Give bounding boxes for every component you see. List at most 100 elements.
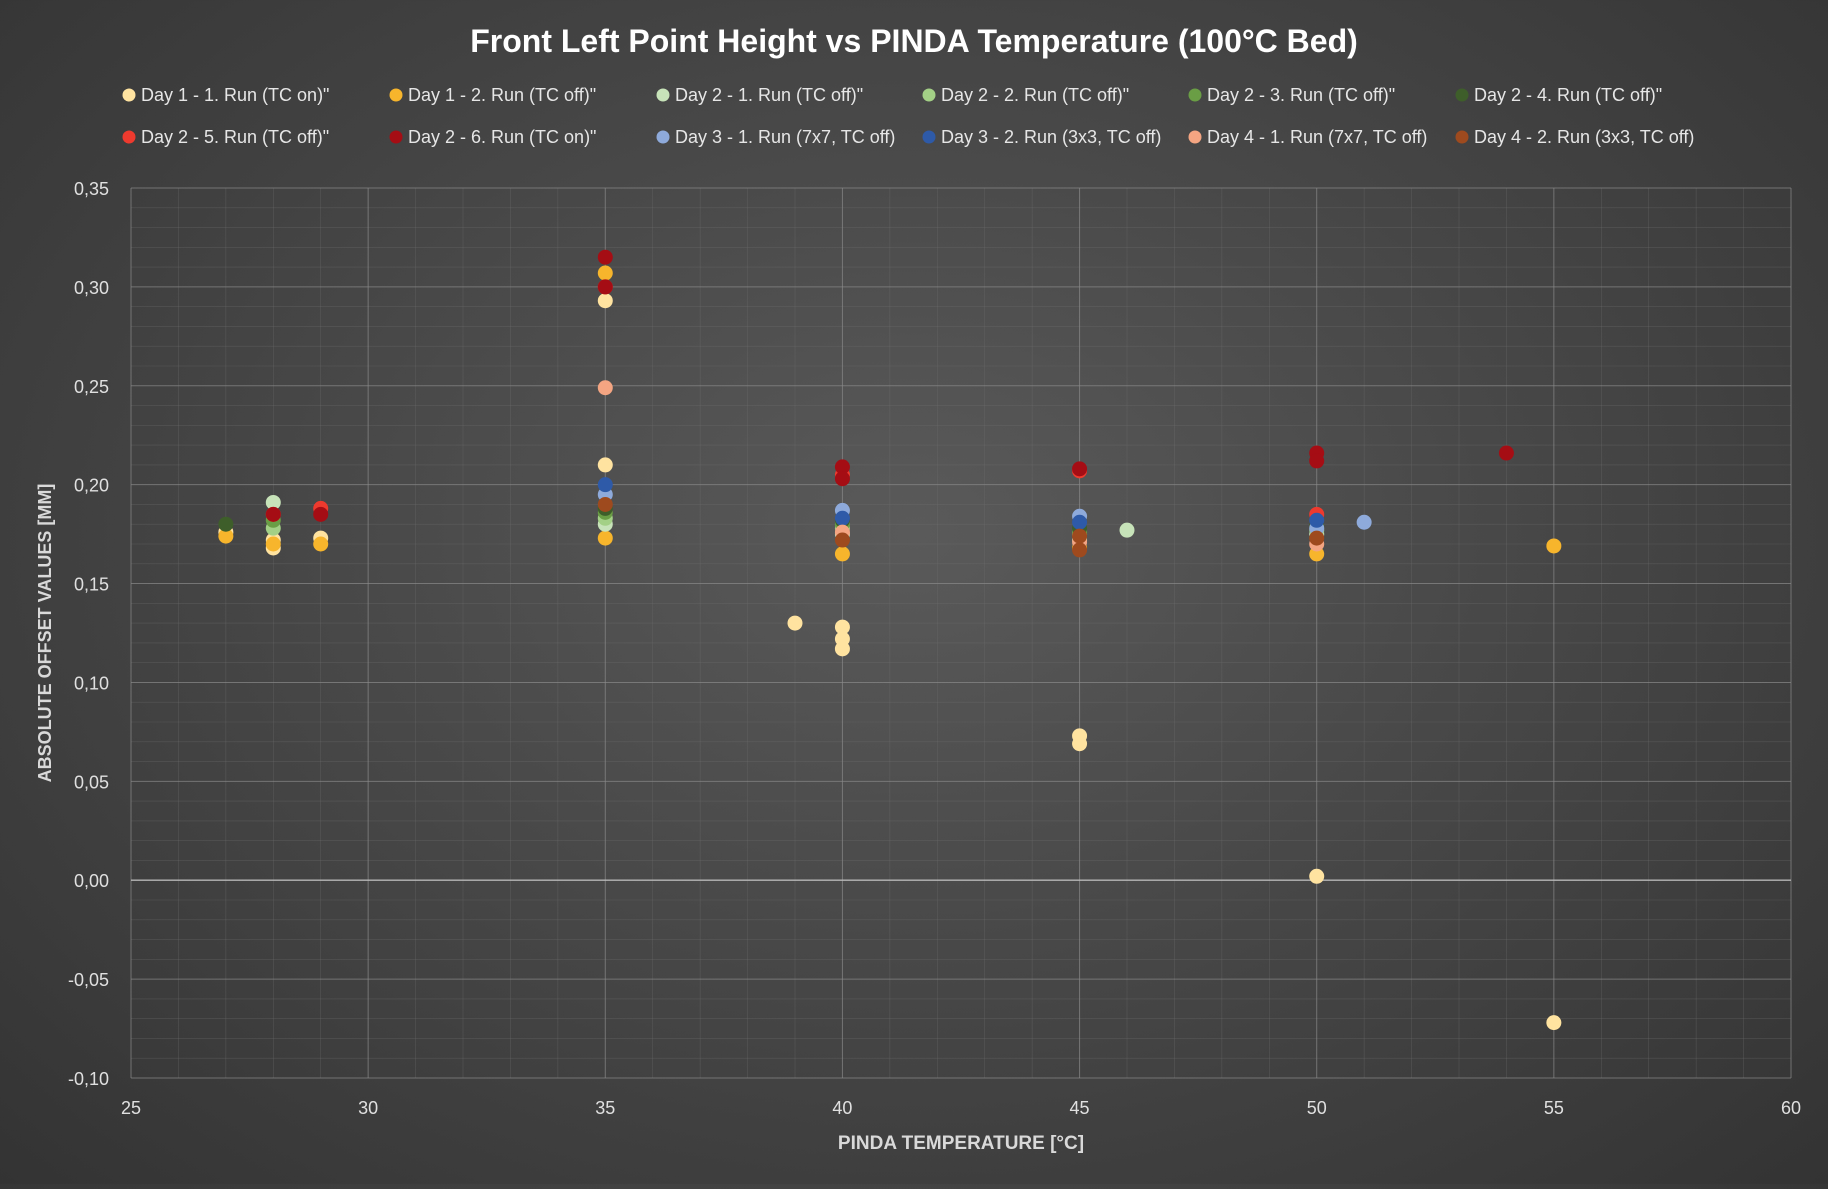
legend-marker	[922, 130, 936, 144]
x-axis-label: PINDA TEMPERATURE [°C]	[838, 1133, 1084, 1154]
legend-label: Day 1 - 2. Run (TC off)"	[408, 85, 596, 105]
x-tick-label: 30	[358, 1098, 378, 1118]
data-point	[597, 293, 613, 309]
legend-item: Day 2 - 4. Run (TC off)"	[1455, 85, 1662, 105]
data-point	[1309, 868, 1325, 884]
legend-item: Day 4 - 2. Run (3x3, TC off)	[1455, 127, 1694, 147]
data-point	[597, 496, 613, 512]
data-point	[834, 641, 850, 657]
data-point	[1072, 736, 1088, 752]
major-gridlines	[130, 187, 1792, 1079]
legend-label: Day 2 - 4. Run (TC off)"	[1474, 85, 1662, 105]
legend-marker	[1455, 88, 1469, 102]
data-point	[834, 546, 850, 562]
x-tick-label: 45	[1070, 1098, 1090, 1118]
data-point	[597, 530, 613, 546]
legend-marker	[922, 88, 936, 102]
data-point	[1119, 522, 1135, 538]
legend-label: Day 3 - 1. Run (7x7, TC off)	[675, 127, 895, 147]
y-tick-label: 0,30	[74, 278, 109, 298]
data-point	[597, 279, 613, 295]
x-tick-label: 25	[121, 1098, 141, 1118]
y-tick-label: 0,10	[74, 673, 109, 693]
data-point	[265, 494, 281, 510]
y-tick-label: 0,05	[74, 772, 109, 792]
data-point	[1072, 514, 1088, 530]
minor-gridlines	[131, 188, 1791, 1078]
data-point	[597, 380, 613, 396]
data-point	[834, 459, 850, 475]
data-point	[1546, 1015, 1562, 1031]
legend-item: Day 4 - 1. Run (7x7, TC off)	[1188, 127, 1427, 147]
data-point	[834, 532, 850, 548]
y-tick-label: 0,35	[74, 179, 109, 199]
data-point	[1546, 538, 1562, 554]
y-axis-label: ABSOLUTE OFFSET VALUES [MM]	[35, 484, 55, 783]
x-tick-label: 50	[1307, 1098, 1327, 1118]
legend-item: Day 2 - 1. Run (TC off)"	[656, 85, 863, 105]
x-tick-label: 35	[595, 1098, 615, 1118]
legend-item: Day 3 - 1. Run (7x7, TC off)	[656, 127, 895, 147]
x-tick-label: 40	[832, 1098, 852, 1118]
data-point	[218, 528, 234, 544]
y-tick-label: -0,05	[68, 970, 109, 990]
legend-item: Day 2 - 5. Run (TC off)"	[122, 127, 329, 147]
data-point	[597, 265, 613, 281]
data-point	[834, 471, 850, 487]
chart-title: Front Left Point Height vs PINDA Tempera…	[470, 23, 1358, 59]
x-axis-ticks: 25 30 35 40 45 50 55 60	[121, 1098, 1801, 1118]
legend-label: Day 4 - 2. Run (3x3, TC off)	[1474, 127, 1694, 147]
data-point	[787, 615, 803, 631]
legend-item: Day 2 - 2. Run (TC off)"	[922, 85, 1129, 105]
legend-label: Day 2 - 2. Run (TC off)"	[941, 85, 1129, 105]
data-point	[597, 457, 613, 473]
data-points	[218, 249, 1562, 1031]
y-tick-label: 0,15	[74, 575, 109, 595]
data-point	[265, 506, 281, 522]
y-tick-label: 0,25	[74, 377, 109, 397]
data-point	[834, 619, 850, 635]
legend-label: Day 2 - 3. Run (TC off)"	[1207, 85, 1395, 105]
legend-item: Day 2 - 3. Run (TC off)"	[1188, 85, 1395, 105]
data-point	[1309, 512, 1325, 528]
legend-marker	[656, 88, 670, 102]
data-point	[1072, 528, 1088, 544]
data-point	[1072, 542, 1088, 558]
y-tick-label: 0,00	[74, 871, 109, 891]
legend-label: Day 3 - 2. Run (3x3, TC off)	[941, 127, 1161, 147]
data-point	[1309, 530, 1325, 546]
y-tick-label: 0,20	[74, 476, 109, 496]
data-point	[1309, 453, 1325, 469]
x-tick-label: 55	[1544, 1098, 1564, 1118]
legend: Day 1 - 1. Run (TC on)" Day 1 - 2. Run (T…	[122, 85, 1694, 147]
legend-label: Day 1 - 1. Run (TC on)"	[141, 85, 329, 105]
legend-marker	[389, 88, 403, 102]
data-point	[1072, 461, 1088, 477]
legend-marker	[1188, 88, 1202, 102]
data-point	[597, 477, 613, 493]
legend-label: Day 2 - 1. Run (TC off)"	[675, 85, 863, 105]
legend-marker	[122, 88, 136, 102]
data-point	[313, 536, 329, 552]
legend-marker	[122, 130, 136, 144]
x-tick-label: 60	[1781, 1098, 1801, 1118]
legend-marker	[389, 130, 403, 144]
legend-item: Day 3 - 2. Run (3x3, TC off)	[922, 127, 1161, 147]
legend-label: Day 2 - 5. Run (TC off)"	[141, 127, 329, 147]
legend-item: Day 1 - 2. Run (TC off)"	[389, 85, 596, 105]
legend-item: Day 1 - 1. Run (TC on)"	[122, 85, 329, 105]
legend-label: Day 2 - 6. Run (TC on)"	[408, 127, 596, 147]
legend-item: Day 2 - 6. Run (TC on)"	[389, 127, 596, 147]
data-point	[1356, 514, 1372, 530]
data-point	[313, 506, 329, 522]
data-point	[597, 249, 613, 265]
legend-marker	[1188, 130, 1202, 144]
legend-marker	[656, 130, 670, 144]
data-point	[1498, 445, 1514, 461]
data-point	[218, 516, 234, 532]
y-axis-ticks: -0,10 -0,05 0,00 0,05 0,10 0,15 0,20 0,25 0,30 0,…	[68, 179, 109, 1089]
data-point	[265, 536, 281, 552]
data-point	[834, 510, 850, 526]
